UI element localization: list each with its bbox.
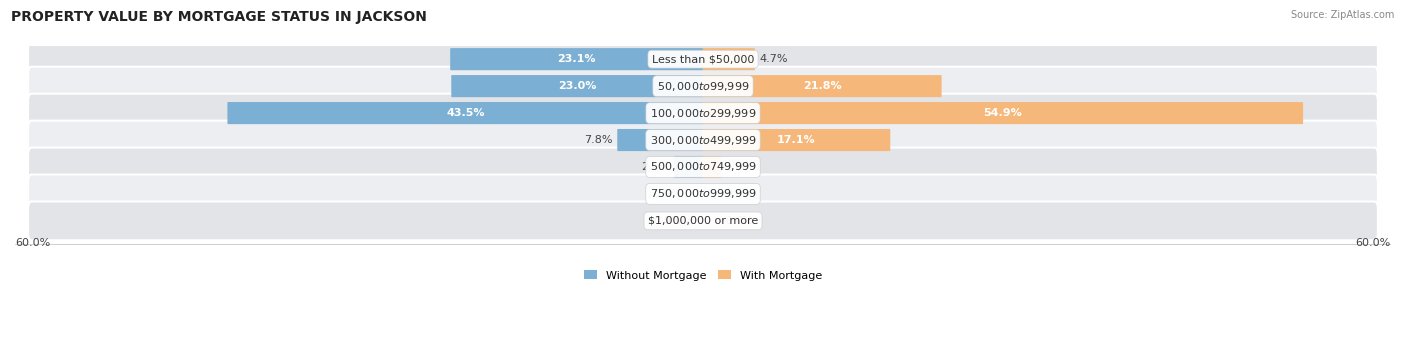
- Text: 60.0%: 60.0%: [15, 238, 51, 248]
- Text: $100,000 to $299,999: $100,000 to $299,999: [650, 107, 756, 120]
- FancyBboxPatch shape: [703, 75, 942, 97]
- FancyBboxPatch shape: [28, 175, 1378, 213]
- Text: 0.0%: 0.0%: [725, 216, 754, 226]
- FancyBboxPatch shape: [228, 102, 703, 124]
- Text: 4.7%: 4.7%: [759, 54, 789, 64]
- FancyBboxPatch shape: [617, 129, 703, 151]
- Text: Source: ZipAtlas.com: Source: ZipAtlas.com: [1291, 10, 1395, 20]
- Text: 21.8%: 21.8%: [803, 81, 841, 91]
- FancyBboxPatch shape: [703, 48, 755, 70]
- Text: PROPERTY VALUE BY MORTGAGE STATUS IN JACKSON: PROPERTY VALUE BY MORTGAGE STATUS IN JAC…: [11, 10, 427, 24]
- Text: $1,000,000 or more: $1,000,000 or more: [648, 216, 758, 226]
- FancyBboxPatch shape: [703, 129, 890, 151]
- Text: 54.9%: 54.9%: [983, 108, 1022, 118]
- FancyBboxPatch shape: [703, 156, 721, 178]
- Text: 17.1%: 17.1%: [778, 135, 815, 145]
- FancyBboxPatch shape: [28, 40, 1378, 78]
- Text: $750,000 to $999,999: $750,000 to $999,999: [650, 188, 756, 201]
- Text: 0.0%: 0.0%: [652, 216, 681, 226]
- Text: 7.8%: 7.8%: [583, 135, 613, 145]
- Text: 2.6%: 2.6%: [641, 162, 669, 172]
- FancyBboxPatch shape: [28, 148, 1378, 187]
- Legend: Without Mortgage, With Mortgage: Without Mortgage, With Mortgage: [579, 266, 827, 285]
- FancyBboxPatch shape: [450, 48, 703, 70]
- Text: $300,000 to $499,999: $300,000 to $499,999: [650, 134, 756, 147]
- FancyBboxPatch shape: [28, 67, 1378, 105]
- Text: 0.0%: 0.0%: [725, 189, 754, 199]
- FancyBboxPatch shape: [673, 156, 703, 178]
- Text: $500,000 to $749,999: $500,000 to $749,999: [650, 161, 756, 174]
- FancyBboxPatch shape: [28, 94, 1378, 133]
- FancyBboxPatch shape: [703, 102, 1303, 124]
- Text: 43.5%: 43.5%: [446, 108, 485, 118]
- Text: 60.0%: 60.0%: [1355, 238, 1391, 248]
- Text: 1.6%: 1.6%: [725, 162, 754, 172]
- Text: $50,000 to $99,999: $50,000 to $99,999: [657, 80, 749, 93]
- FancyBboxPatch shape: [28, 202, 1378, 240]
- Text: 0.0%: 0.0%: [652, 189, 681, 199]
- Text: Less than $50,000: Less than $50,000: [652, 54, 754, 64]
- Text: 23.1%: 23.1%: [558, 54, 596, 64]
- Text: 23.0%: 23.0%: [558, 81, 596, 91]
- FancyBboxPatch shape: [451, 75, 703, 97]
- FancyBboxPatch shape: [28, 121, 1378, 160]
